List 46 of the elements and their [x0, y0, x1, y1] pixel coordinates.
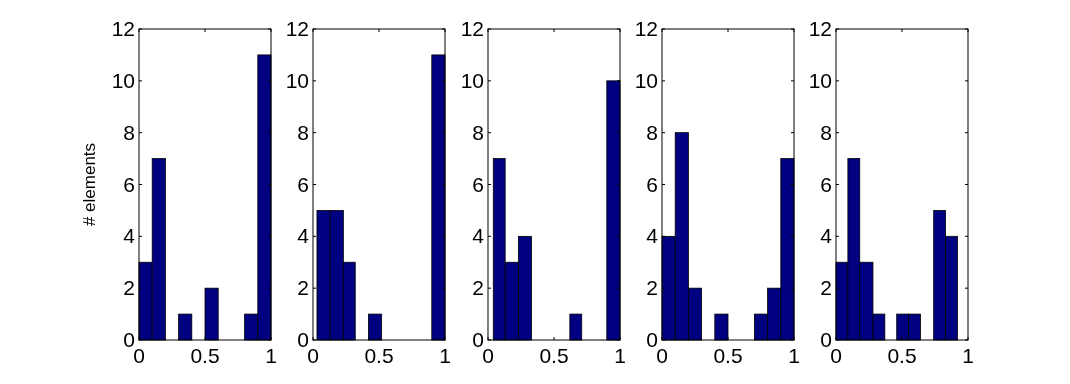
- x-tick-label: 1: [614, 344, 626, 367]
- y-tick-label: 4: [472, 224, 485, 248]
- y-tick-label: 4: [646, 224, 659, 248]
- y-tick-label: 8: [646, 120, 658, 144]
- y-tick-label: 2: [472, 276, 484, 300]
- y-tick-label: 8: [472, 120, 484, 144]
- x-tick-label: 0.5: [887, 344, 917, 367]
- x-tick-label: 0.5: [364, 344, 394, 367]
- y-tick-label: 12: [111, 17, 135, 40]
- y-tick-label: 0: [297, 328, 309, 351]
- y-axis-title: # elements: [80, 142, 99, 227]
- y-tick-label: 6: [820, 172, 832, 196]
- x-tick-label: 0.5: [713, 344, 743, 367]
- y-tick-label: 12: [285, 17, 309, 40]
- x-tick-label: 1: [788, 344, 800, 367]
- y-tick-label: 4: [297, 224, 310, 248]
- y-tick-label: 8: [123, 120, 135, 144]
- y-tick-label: 10: [111, 68, 135, 92]
- y-tick-label: 10: [808, 68, 832, 92]
- y-tick-label: 0: [646, 328, 658, 351]
- y-tick-label: 6: [472, 172, 484, 196]
- x-tick-label: 0.5: [190, 344, 220, 367]
- y-tick-label: 2: [646, 276, 658, 300]
- y-tick-label: 12: [808, 17, 832, 40]
- y-tick-label: 4: [123, 224, 136, 248]
- y-tick-label: 6: [123, 172, 135, 196]
- y-tick-label: 6: [297, 172, 309, 196]
- y-tick-label: 2: [297, 276, 309, 300]
- y-tick-label: 10: [634, 68, 658, 92]
- y-tick-label: 6: [646, 172, 658, 196]
- y-tick-label: 0: [472, 328, 484, 351]
- y-tick-label: 10: [285, 68, 309, 92]
- y-tick-label: 0: [820, 328, 832, 351]
- y-tick-label: 12: [634, 17, 658, 40]
- y-tick-label: 2: [820, 276, 832, 300]
- x-tick-label: 1: [265, 344, 277, 367]
- y-tick-label: 12: [460, 17, 484, 40]
- y-tick-label: 8: [820, 120, 832, 144]
- y-tick-label: 0: [123, 328, 135, 351]
- x-tick-label: 1: [962, 344, 974, 367]
- x-tick-label: 1: [439, 344, 451, 367]
- y-tick-label: 8: [297, 120, 309, 144]
- y-tick-label: 10: [460, 68, 484, 92]
- y-tick-label: 2: [123, 276, 135, 300]
- y-tick-label: 4: [820, 224, 833, 248]
- x-tick-label: 0.5: [539, 344, 569, 367]
